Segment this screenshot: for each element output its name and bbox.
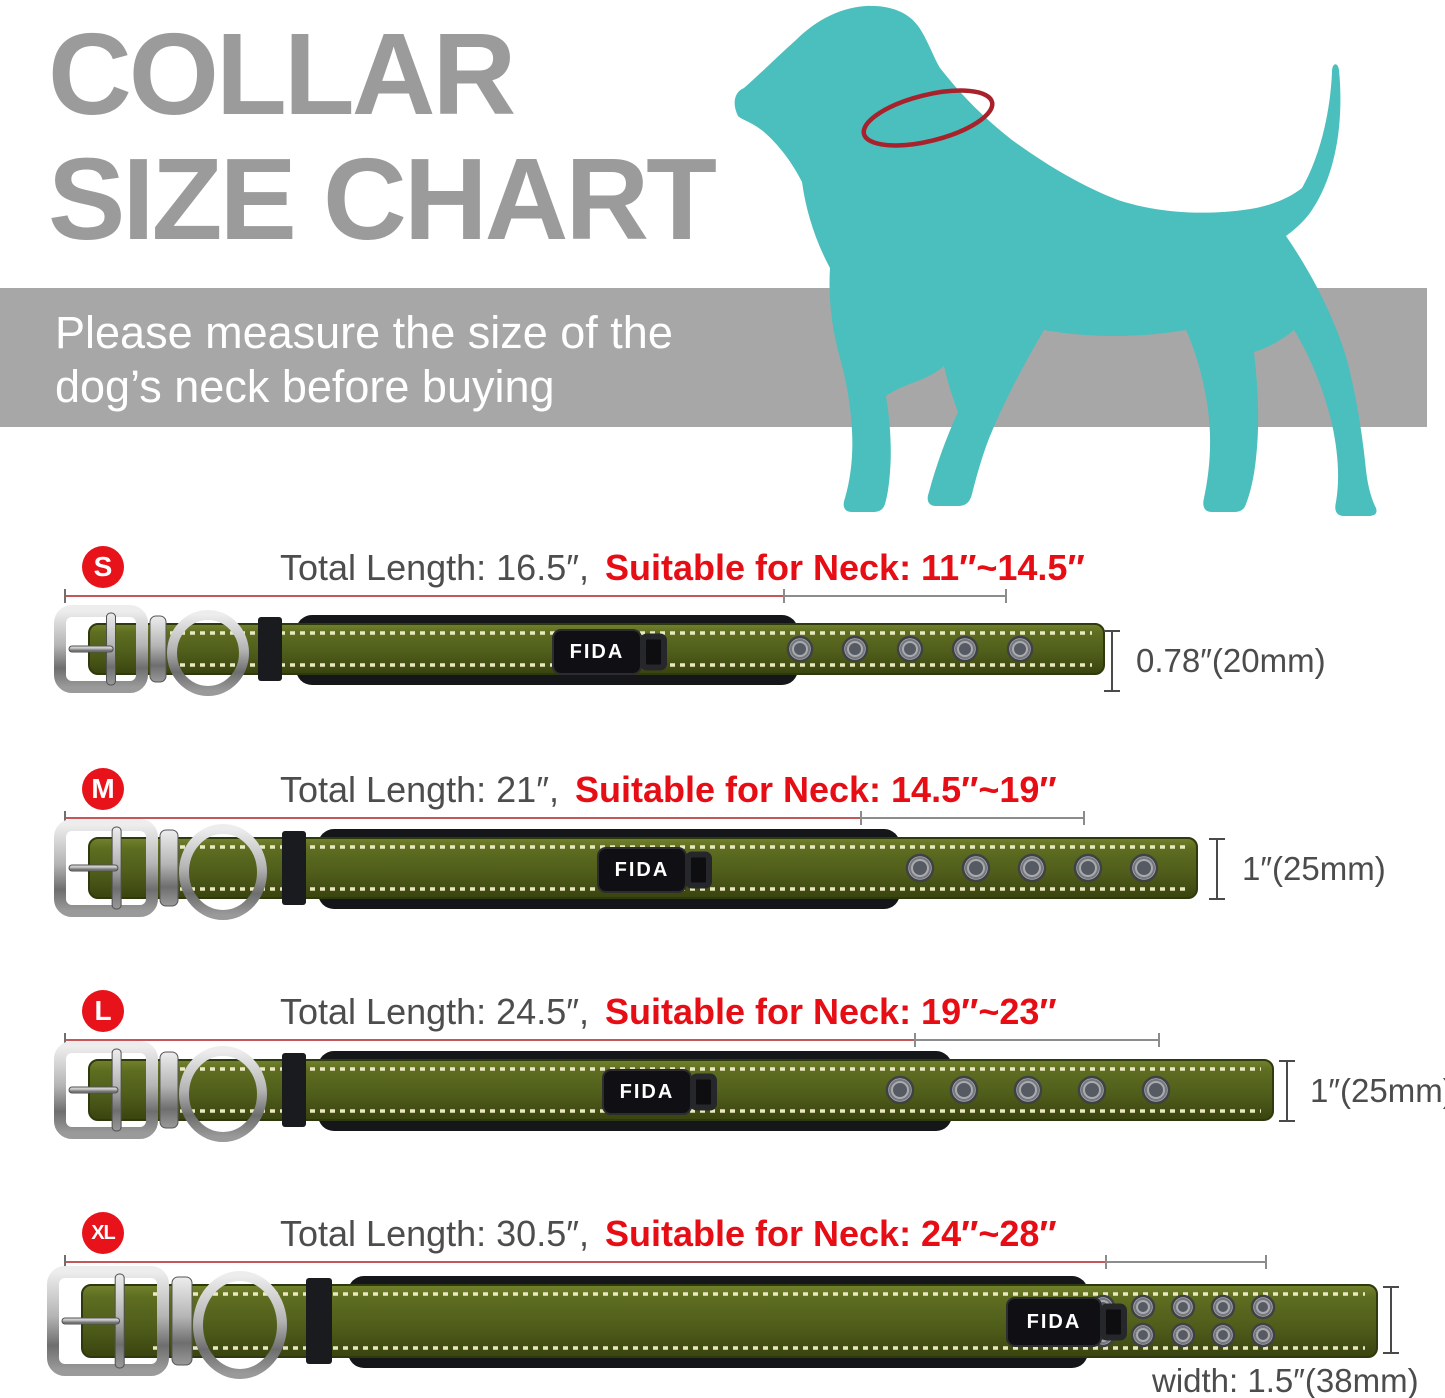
dog-neck-measure-ring (861, 88, 995, 148)
neck-range-line-xl (1105, 1255, 1267, 1269)
size-row-xl-text: Total Length: 30.5″, Suitable for Neck: 2… (280, 1213, 1057, 1255)
neck-range-line-s (783, 589, 1007, 603)
neck-range-label-m: Suitable for Neck: 14.5″~19″ (574, 769, 1057, 810)
size-badge-m: M (82, 768, 124, 810)
total-length-line-xl (65, 1261, 1105, 1263)
brand-patch-xl: FIDA (1006, 1297, 1127, 1347)
size-badge-xl-label: XL (91, 1221, 116, 1244)
neck-range-line-l (914, 1033, 1160, 1047)
line-left-tick-l (64, 1033, 66, 1047)
total-length-label-xl: Total Length: 30.5″, (280, 1213, 589, 1254)
total-length-label-m: Total Length: 21″, (280, 769, 559, 810)
total-length-label-s: Total Length: 16.5″, (280, 547, 589, 588)
width-bracket-m (1209, 838, 1225, 900)
width-label-m: 1″(25mm) (1242, 850, 1386, 887)
line-left-tick-xl (64, 1255, 66, 1269)
width-label-s: 0.78″(20mm) (1136, 642, 1326, 679)
total-length-line-s (65, 595, 783, 597)
size-row-s-text: Total Length: 16.5″, Suitable for Neck: 1… (280, 547, 1085, 589)
width-label-l: 1″(25mm) (1310, 1072, 1445, 1109)
total-length-line-m (65, 817, 860, 819)
brand-patch-l: FIDA (602, 1069, 717, 1115)
width-label-xl: width: 1.5″(38mm) (1152, 1362, 1419, 1398)
brand-patch-m: FIDA (597, 847, 712, 893)
brand-patch-m-text: FIDA (614, 858, 670, 881)
neck-range-label-s: Suitable for Neck: 11″~14.5″ (604, 547, 1085, 588)
line-left-tick-s (64, 589, 66, 603)
total-length-label-l: Total Length: 24.5″, (280, 991, 589, 1032)
brand-patch-l-text: FIDA (619, 1080, 675, 1103)
size-badge-s-label: S (93, 551, 113, 582)
brand-patch-xl-text: FIDA (1026, 1310, 1082, 1333)
collar-graphic-xl (47, 1266, 1378, 1379)
line-left-tick-m (64, 811, 66, 825)
size-row-l-text: Total Length: 24.5″, Suitable for Neck: 1… (280, 991, 1057, 1033)
banner-text-line1: Please measure the size of the (55, 307, 673, 358)
collar-loop-icon (1100, 1303, 1127, 1341)
page-title-line1: COLLAR (48, 9, 516, 139)
size-row-m-text: Total Length: 21″, Suitable for Neck: 14.… (280, 769, 1057, 811)
neck-range-label-l: Suitable for Neck: 19″~23″ (604, 991, 1057, 1032)
size-badge-xl: XL (82, 1212, 124, 1254)
neck-range-label-xl: Suitable for Neck: 24″~28″ (604, 1213, 1057, 1254)
size-badge-s: S (82, 546, 124, 588)
neck-range-line-m (860, 811, 1085, 825)
size-badge-m-label: M (91, 773, 115, 804)
banner-text-line2: dog’s neck before buying (55, 361, 555, 412)
width-bracket-xl (1383, 1286, 1399, 1354)
collar-loop-icon (640, 633, 667, 671)
width-bracket-s (1104, 630, 1120, 692)
page-title-line2: SIZE CHART (48, 134, 717, 264)
collar-loop-icon (690, 1073, 717, 1111)
brand-patch-s-text: FIDA (569, 640, 625, 663)
brand-patch-s: FIDA (552, 629, 667, 675)
collar-loop-icon (685, 851, 712, 889)
total-length-line-l (65, 1039, 914, 1041)
size-badge-l: L (82, 990, 124, 1032)
width-bracket-l (1279, 1060, 1295, 1122)
size-badge-l-label: L (94, 995, 112, 1026)
dog-silhouette (734, 5, 1377, 517)
